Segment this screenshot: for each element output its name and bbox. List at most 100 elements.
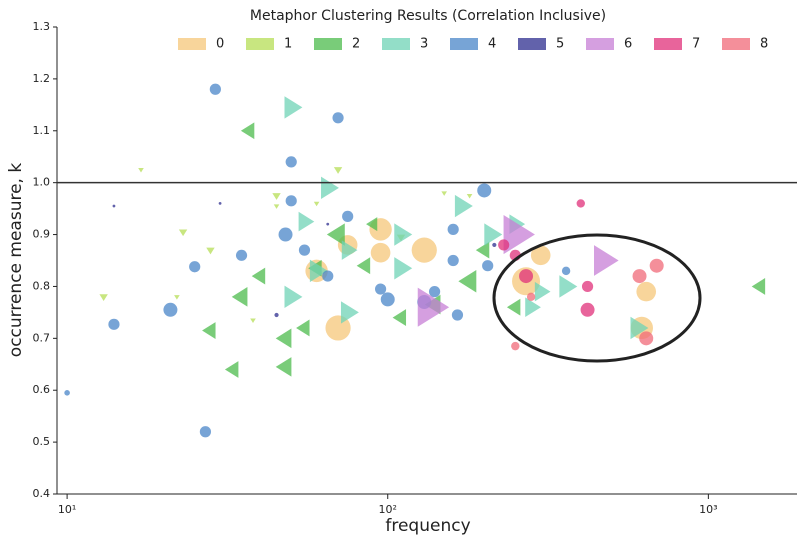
- point: [325, 315, 351, 341]
- point: [394, 223, 413, 246]
- point: [447, 223, 459, 235]
- point: [163, 302, 178, 317]
- x-tick-label: 10²: [379, 503, 397, 516]
- point: [189, 261, 201, 273]
- point: [366, 217, 378, 232]
- point: [235, 249, 248, 261]
- point: [649, 258, 664, 273]
- point: [340, 301, 359, 324]
- point: [370, 242, 391, 263]
- point: [206, 247, 215, 255]
- point: [458, 270, 477, 293]
- point: [394, 257, 413, 280]
- point: [272, 193, 281, 200]
- point: [250, 318, 256, 323]
- point: [417, 287, 450, 327]
- point: [209, 83, 221, 95]
- point: [273, 204, 280, 209]
- y-tick-label: 1.0: [33, 176, 51, 189]
- point: [475, 241, 490, 259]
- point: [492, 242, 497, 248]
- point: [581, 280, 594, 293]
- point: [576, 199, 585, 208]
- point: [482, 260, 494, 272]
- point: [342, 210, 354, 222]
- point: [519, 269, 534, 284]
- legend-swatch: [178, 38, 206, 50]
- legend-swatch: [586, 38, 614, 50]
- point: [298, 211, 315, 232]
- y-tick-label: 0.9: [33, 228, 51, 241]
- point: [202, 322, 216, 339]
- point: [224, 361, 239, 378]
- legend-label: 5: [556, 37, 564, 52]
- legend-swatch: [518, 38, 546, 50]
- point: [199, 426, 212, 438]
- point: [454, 194, 473, 218]
- point: [561, 266, 571, 276]
- point: [559, 275, 578, 298]
- point: [341, 240, 358, 260]
- point: [506, 298, 521, 316]
- y-tick-label: 0.7: [33, 331, 51, 344]
- point: [99, 294, 108, 302]
- point: [309, 259, 328, 283]
- point: [231, 287, 248, 307]
- point: [240, 122, 255, 140]
- y-tick-label: 1.1: [33, 124, 51, 137]
- legend-swatch: [654, 38, 682, 50]
- legend-label: 8: [760, 37, 768, 52]
- point: [326, 223, 345, 246]
- point: [333, 167, 343, 174]
- point: [447, 254, 459, 267]
- point: [503, 214, 535, 255]
- legend-swatch: [314, 38, 342, 50]
- point: [332, 112, 344, 124]
- point: [484, 223, 503, 246]
- point: [751, 278, 766, 295]
- point: [285, 156, 297, 168]
- point: [498, 239, 510, 251]
- point: [274, 312, 279, 318]
- point: [174, 295, 180, 300]
- point: [466, 193, 473, 199]
- point: [64, 390, 70, 396]
- point: [285, 195, 297, 207]
- point: [321, 176, 339, 200]
- point: [251, 267, 266, 285]
- point: [530, 245, 551, 266]
- point: [580, 302, 595, 317]
- x-axis-label: frequency: [385, 516, 470, 536]
- y-tick-label: 0.6: [33, 383, 51, 396]
- point: [636, 281, 657, 302]
- point: [296, 319, 310, 337]
- x-tick-label: 10³: [699, 503, 717, 516]
- y-tick-label: 1.3: [33, 20, 51, 33]
- legend-label: 3: [420, 37, 428, 52]
- point: [112, 204, 116, 208]
- point: [284, 96, 303, 119]
- point: [138, 168, 144, 173]
- point: [534, 281, 551, 302]
- point: [275, 328, 292, 349]
- point: [284, 285, 303, 309]
- point: [275, 357, 292, 377]
- point: [593, 245, 619, 276]
- y-tick-label: 0.5: [33, 435, 51, 448]
- point: [441, 191, 447, 196]
- point: [278, 227, 293, 242]
- highlight-ellipse: [492, 233, 702, 363]
- point: [526, 292, 536, 302]
- legend-label: 2: [352, 37, 360, 52]
- y-axis-label: occurrence measure, k: [6, 163, 26, 358]
- y-tick-label: 0.4: [33, 487, 51, 500]
- legend-label: 7: [692, 37, 700, 52]
- legend-label: 6: [624, 37, 632, 52]
- y-tick-label: 0.8: [33, 279, 51, 292]
- point: [428, 286, 441, 298]
- legend-swatch: [450, 38, 478, 50]
- point: [630, 316, 649, 340]
- x-tick-label: 10¹: [58, 503, 76, 516]
- point: [380, 292, 395, 307]
